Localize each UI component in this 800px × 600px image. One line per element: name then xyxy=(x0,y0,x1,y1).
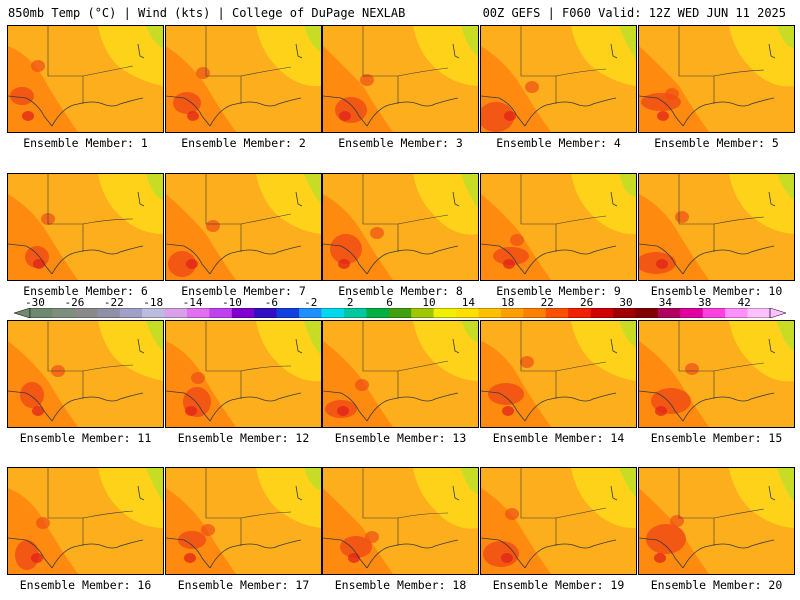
panel-label: Ensemble Member: 9 xyxy=(496,284,621,298)
colorbar-segment xyxy=(321,308,345,318)
panel-label: Ensemble Member: 6 xyxy=(23,284,148,298)
colorbar-segment xyxy=(568,308,591,318)
panel-label: Ensemble Member: 18 xyxy=(334,578,467,592)
ensemble-map-16 xyxy=(7,467,164,575)
colorbar-tick-label: 38 xyxy=(698,296,712,309)
colorbar-tick-label: -6 xyxy=(264,296,279,309)
ensemble-map-13 xyxy=(322,320,479,428)
colorbar-segment xyxy=(299,308,322,318)
panel-label: Ensemble Member: 3 xyxy=(338,136,463,150)
colorbar-tick-label: 26 xyxy=(579,296,594,309)
panel-label: Ensemble Member: 7 xyxy=(181,284,306,298)
colorbar-segment xyxy=(545,308,569,318)
colorbar-segment xyxy=(343,308,367,318)
colorbar-segment xyxy=(702,308,726,318)
panel-label: Ensemble Member: 11 xyxy=(19,431,152,445)
valid-time: 00Z GEFS | F060 Valid: 12Z WED JUN 11 20… xyxy=(482,6,786,20)
colorbar-tick-label: -18 xyxy=(143,296,164,309)
colorbar-tick-label: 6 xyxy=(386,296,393,309)
ensemble-map-2 xyxy=(165,25,322,133)
colorbar-segment xyxy=(97,308,120,318)
panel-label: Ensemble Member: 4 xyxy=(496,136,621,150)
panel-label: Ensemble Member: 19 xyxy=(492,578,625,592)
colorbar-segment xyxy=(186,308,210,318)
ensemble-map-10 xyxy=(638,173,795,281)
panel-label: Ensemble Member: 14 xyxy=(492,431,625,445)
colorbar-tick-label: -14 xyxy=(182,296,203,309)
colorbar-segment xyxy=(523,308,547,318)
ensemble-map-14 xyxy=(480,320,637,428)
colorbar-tick-label: 34 xyxy=(658,296,673,309)
colorbar-segment xyxy=(231,308,255,318)
ensemble-map-3 xyxy=(322,25,479,133)
colorbar-segment xyxy=(657,308,681,318)
colorbar-segment xyxy=(456,308,479,318)
ensemble-map-11 xyxy=(7,320,164,428)
panel-label: Ensemble Member: 8 xyxy=(338,284,463,298)
colorbar-segment xyxy=(164,308,188,318)
colorbar-tick-label: -10 xyxy=(222,296,242,309)
ensemble-map-15 xyxy=(638,320,795,428)
panel-label: Ensemble Member: 13 xyxy=(334,431,467,445)
colorbar-segment xyxy=(500,308,524,318)
colorbar-segment xyxy=(209,308,233,318)
colorbar-segment xyxy=(635,308,659,318)
colorbar-segment xyxy=(74,308,98,318)
colorbar-tick-label: 22 xyxy=(540,296,554,309)
colorbar-segment xyxy=(433,308,457,318)
colorbar-segment xyxy=(388,308,412,318)
colorbar-segment xyxy=(142,308,165,318)
colorbar-tick-label: 42 xyxy=(737,296,751,309)
ensemble-map-6 xyxy=(7,173,164,281)
colorbar-tick-label: 2 xyxy=(346,296,354,309)
ensemble-map-1 xyxy=(7,25,164,133)
colorbar-tick-label: 18 xyxy=(501,296,515,309)
ensemble-map-20 xyxy=(638,467,795,575)
colorbar-tick-label: 14 xyxy=(461,296,476,309)
panel-label: Ensemble Member: 15 xyxy=(650,431,783,445)
ensemble-map-9 xyxy=(480,173,637,281)
colorbar-segment xyxy=(366,308,390,318)
colorbar-segment xyxy=(590,308,614,318)
ensemble-map-8 xyxy=(322,173,479,281)
colorbar-segment xyxy=(680,308,704,318)
colorbar-segment xyxy=(411,308,434,318)
panel-label: Ensemble Member: 10 xyxy=(650,284,783,298)
ensemble-map-4 xyxy=(480,25,637,133)
temperature-colorbar xyxy=(14,308,786,318)
colorbar-segment xyxy=(725,308,748,318)
colorbar-tick-label: -22 xyxy=(103,296,124,309)
ensemble-map-18 xyxy=(322,467,479,575)
ensemble-map-7 xyxy=(165,173,322,281)
colorbar-tick-label: 30 xyxy=(619,296,633,309)
colorbar-tick-label: 10 xyxy=(422,296,436,309)
panel-label: Ensemble Member: 1 xyxy=(23,136,148,150)
colorbar-tick-label: -2 xyxy=(304,296,318,309)
panel-label: Ensemble Member: 17 xyxy=(177,578,310,592)
colorbar-segment xyxy=(478,308,502,318)
colorbar-segment xyxy=(254,308,277,318)
map-title: 850mb Temp (°C) | Wind (kts) | College o… xyxy=(8,6,406,20)
panel-label: Ensemble Member: 5 xyxy=(654,136,779,150)
colorbar-tick-label: -26 xyxy=(64,296,85,309)
ensemble-map-17 xyxy=(165,467,322,575)
colorbar-segment xyxy=(52,308,76,318)
colorbar-segment xyxy=(119,308,143,318)
panel-label: Ensemble Member: 20 xyxy=(650,578,783,592)
panel-label: Ensemble Member: 2 xyxy=(181,136,306,150)
colorbar-segment xyxy=(747,308,771,318)
colorbar-segment xyxy=(30,308,53,318)
colorbar-segment xyxy=(276,308,300,318)
panel-label: Ensemble Member: 16 xyxy=(19,578,152,592)
colorbar-tick-label: -30 xyxy=(25,296,45,309)
ensemble-map-5 xyxy=(638,25,795,133)
ensemble-map-19 xyxy=(480,467,637,575)
colorbar-segment xyxy=(613,308,636,318)
panel-label: Ensemble Member: 12 xyxy=(177,431,310,445)
ensemble-map-12 xyxy=(165,320,322,428)
